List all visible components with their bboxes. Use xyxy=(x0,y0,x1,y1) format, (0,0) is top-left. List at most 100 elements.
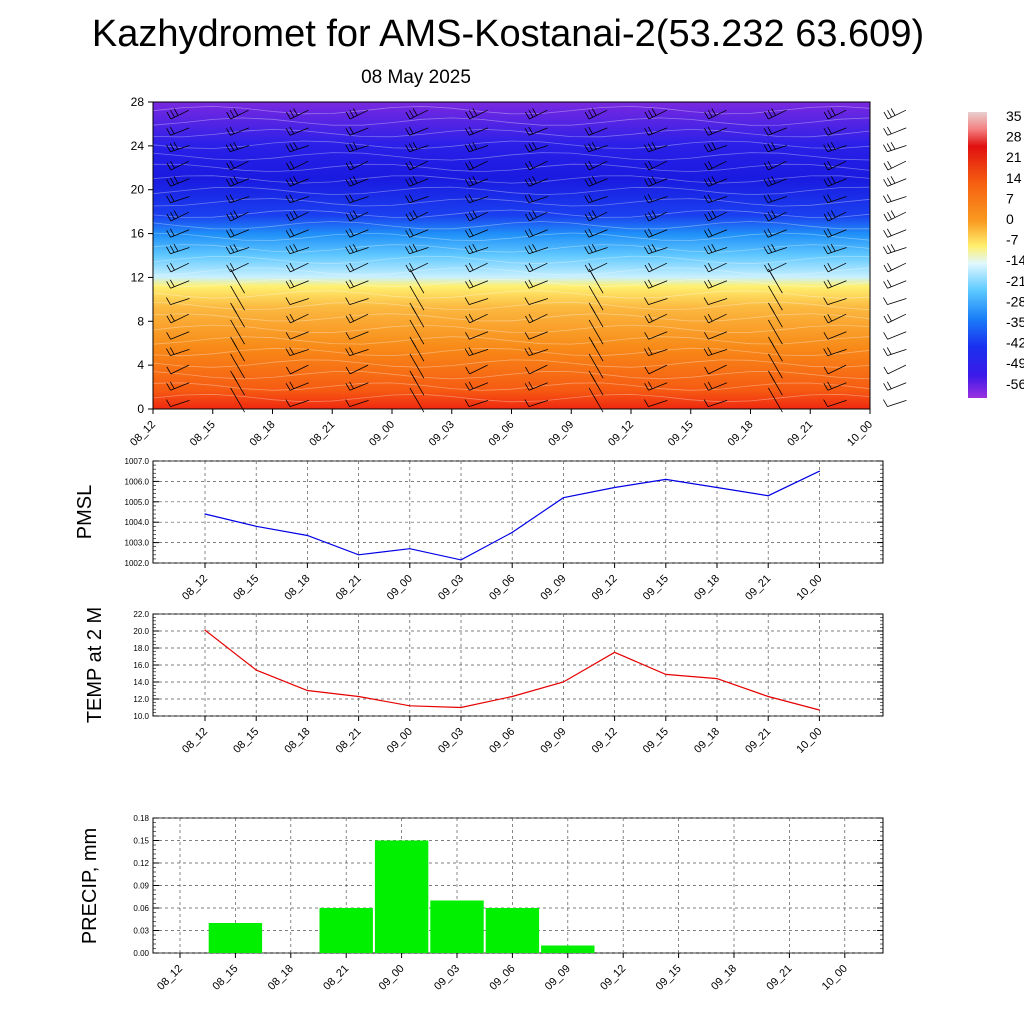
wind-barb xyxy=(405,262,429,273)
chart-title: Kazhydromet for AMS-Kostanai-2(53.232 63… xyxy=(92,13,924,55)
wind-barb xyxy=(704,262,727,273)
wind-barb xyxy=(823,313,847,324)
wind-barb xyxy=(464,244,489,255)
wind-barb xyxy=(409,268,425,294)
wind-barb xyxy=(409,302,425,328)
wind-barb xyxy=(644,347,668,356)
y-tick-label: 10.0 xyxy=(133,712,149,721)
wind-barb xyxy=(584,228,608,238)
wind-barb xyxy=(764,262,787,273)
data-point xyxy=(409,705,411,707)
isotherm-contour xyxy=(152,163,871,173)
wind-barb xyxy=(230,319,245,345)
wind-barb xyxy=(644,297,668,305)
data-point xyxy=(255,669,257,671)
wind-barb xyxy=(644,228,668,238)
isotherm-contour xyxy=(152,336,871,345)
wind-barb xyxy=(166,160,190,171)
precip-panel: PRECIP, mm 0.18 0.15 0.12 0.09 0.06 0.03 0.00 0… xyxy=(79,814,884,993)
wind-barb xyxy=(883,381,907,391)
wind-barb xyxy=(405,194,429,204)
wind-barb xyxy=(823,381,847,391)
colorbar-label: -21 xyxy=(1006,273,1024,289)
wind-barb xyxy=(166,210,190,222)
pmsl-y-label: PMSL xyxy=(74,485,96,539)
x-tick-label: 09_00 xyxy=(367,419,397,449)
wind-barb xyxy=(704,108,727,120)
wind-barb xyxy=(588,319,604,345)
data-point xyxy=(767,495,769,497)
isotherm-contours xyxy=(152,105,871,403)
y-tick-label: 0.12 xyxy=(133,859,149,868)
wind-barb xyxy=(768,336,783,362)
wind-barb xyxy=(285,347,310,356)
x-tick-label: 09_21 xyxy=(785,419,815,449)
wind-barb xyxy=(525,313,548,324)
x-tick-label: 09_03 xyxy=(436,573,466,603)
wind-barb xyxy=(764,210,787,222)
y-tick-label: 28 xyxy=(131,95,145,109)
wind-barb xyxy=(883,244,907,255)
data-point xyxy=(204,629,206,631)
colorbar-label: 7 xyxy=(1006,190,1014,206)
cross-section-x-axis: 08_12 08_15 08_18 08_21 09_00 09_03 09_06 09_09… xyxy=(128,409,875,449)
wind-barb xyxy=(405,244,429,255)
wind-barb xyxy=(285,331,309,340)
wind-barb xyxy=(464,347,489,356)
wind-barb xyxy=(703,244,728,255)
wind-barb xyxy=(883,194,907,204)
wind-barb xyxy=(166,262,190,273)
x-tick-label: 09_12 xyxy=(590,726,620,756)
isotherm-contour xyxy=(152,301,871,311)
pmsl-panel: PMSL 1007.0 1006.0 1005.0 1004.0 1003.0 1002.… xyxy=(74,457,884,603)
x-tick-label: 09_09 xyxy=(546,419,576,449)
x-tick-label: 08_18 xyxy=(282,726,312,756)
wind-barb xyxy=(883,399,907,407)
wind-barb xyxy=(226,160,249,171)
wind-barb xyxy=(286,210,309,222)
y-tick-label: 18.0 xyxy=(133,644,149,653)
wind-barb xyxy=(345,160,369,171)
x-tick-label: 10_00 xyxy=(794,573,824,603)
wind-barb xyxy=(883,313,907,324)
wind-barb xyxy=(464,399,489,407)
wind-barb xyxy=(644,399,668,407)
wind-barb xyxy=(644,126,668,136)
wind-barb xyxy=(768,353,783,379)
wind-barb xyxy=(644,160,668,171)
x-tick-label: 09_09 xyxy=(538,726,568,756)
wind-barb xyxy=(644,364,668,375)
wind-barb xyxy=(166,331,190,340)
y-tick-label: 12.0 xyxy=(133,695,149,704)
wind-barb xyxy=(823,347,847,356)
wind-barb xyxy=(644,108,668,120)
data-point xyxy=(562,497,565,499)
x-tick-label: 09_12 xyxy=(606,419,636,449)
isotherm-contour xyxy=(152,232,871,241)
wind-barb xyxy=(584,244,608,255)
temp-y-label: TEMP at 2 M xyxy=(84,607,106,723)
wind-barb xyxy=(763,194,788,204)
wind-barb xyxy=(166,297,190,305)
wind-barb xyxy=(704,381,728,391)
wind-barb xyxy=(345,347,369,356)
isotherm-contour xyxy=(152,117,871,126)
wind-barb xyxy=(644,142,668,153)
wind-barb xyxy=(584,126,608,136)
wind-barb xyxy=(823,364,847,375)
isotherm-contour xyxy=(152,209,871,218)
wind-barb xyxy=(464,194,489,204)
wind-barb xyxy=(230,302,245,328)
x-tick-label: 08_21 xyxy=(334,573,364,603)
wind-barb xyxy=(584,176,608,187)
data-point xyxy=(818,709,821,711)
wind-barb xyxy=(768,285,783,311)
precip-bar xyxy=(485,908,540,953)
wind-barb xyxy=(465,210,488,222)
y-tick-label: 12 xyxy=(131,270,145,284)
x-tick-label: 09_15 xyxy=(654,963,684,993)
wind-barb xyxy=(524,228,548,238)
colorbar-label: 35 xyxy=(1006,108,1022,124)
wind-barb xyxy=(226,228,250,238)
x-tick-label: 08_21 xyxy=(321,963,351,993)
